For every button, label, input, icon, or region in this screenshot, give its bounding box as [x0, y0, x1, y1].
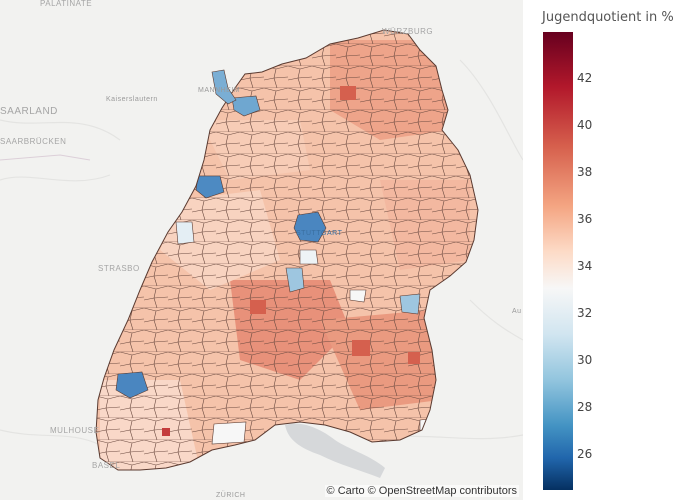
city-label-au: Au	[512, 308, 522, 315]
map-attribution[interactable]: © Carto © OpenStreetMap contributors	[324, 485, 519, 497]
colorbar-tick: 40	[577, 118, 593, 132]
choropleth-map[interactable]: PALATINATE WÜRZBURG MANNHEIM Kaiserslaut…	[0, 0, 523, 500]
city-label-strasbourg: STRASBO	[98, 264, 140, 273]
city-label-kaiserslautern: Kaiserslautern	[106, 96, 158, 103]
colorbar-gradient	[543, 32, 573, 490]
colorbar-tick: 28	[577, 400, 593, 414]
city-label-palatinate: PALATINATE	[40, 0, 93, 8]
city-label-saarland: SAARLAND	[0, 106, 58, 117]
colorbar-tick: 38	[577, 165, 593, 179]
city-label-wurzburg: WÜRZBURG	[382, 27, 434, 36]
mannheim-polygon[interactable]	[211, 69, 237, 105]
city-label-saarbrucken: SAARBRÜCKEN	[0, 137, 67, 146]
city-label-zurich: ZÜRICH	[216, 492, 246, 499]
state-outline	[95, 29, 479, 471]
colorbar-tick: 42	[577, 71, 593, 85]
colorbar-tick: 34	[577, 259, 593, 273]
city-label-mannheim: MANNHEIM	[198, 87, 241, 94]
colorbar-tick: 32	[577, 306, 593, 320]
municipality-polygons[interactable]	[90, 25, 490, 485]
city-label-stuttgart: STUTTGART	[296, 230, 343, 237]
city-label-mulhouse: MULHOUSE	[50, 426, 100, 435]
city-label-basel: BASEL	[92, 461, 121, 470]
colorbar-title: Jugendquotient in %	[542, 10, 674, 25]
map-canvas	[0, 25, 523, 485]
colorbar-tick: 26	[577, 447, 593, 461]
lake-constance	[285, 423, 385, 478]
colorbar-tick: 30	[577, 353, 593, 367]
colorbar-tick: 36	[577, 212, 593, 226]
